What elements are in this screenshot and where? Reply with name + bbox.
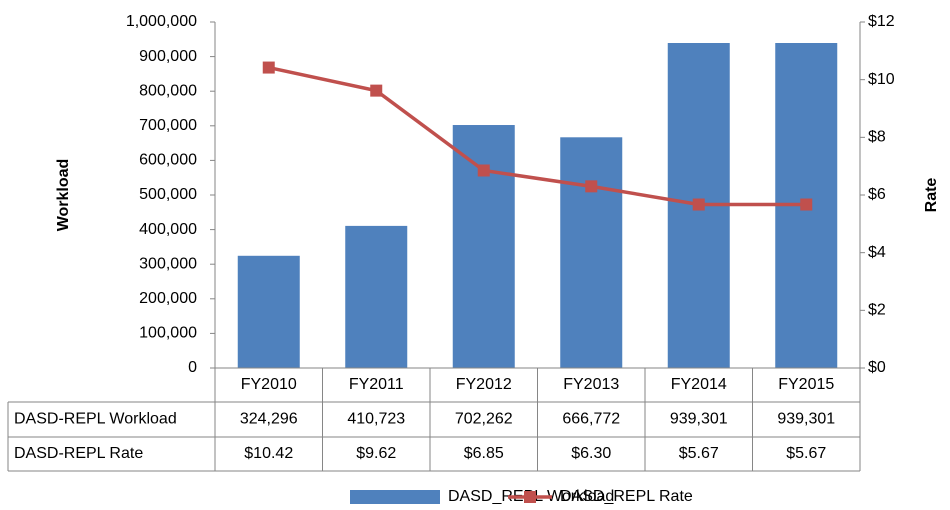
rate-line xyxy=(268,65,807,207)
y-tick-label: 500,000 xyxy=(139,186,197,203)
x-tick-label: FY2014 xyxy=(671,376,727,393)
y2-tick-label: $8 xyxy=(868,129,886,146)
y2-tick-label: $12 xyxy=(868,13,895,30)
y-tick-label: 600,000 xyxy=(139,152,197,169)
table-cell: 666,772 xyxy=(562,411,620,428)
rate-marker xyxy=(692,198,705,211)
y-tick-label: 400,000 xyxy=(139,221,197,238)
y2-tick-label: $4 xyxy=(868,244,886,261)
y-tick-label: 800,000 xyxy=(139,82,197,99)
rate-marker xyxy=(585,180,598,193)
y-tick-label: 0 xyxy=(188,359,197,376)
y2-tick-label: $6 xyxy=(868,186,886,203)
y-tick-label: 900,000 xyxy=(139,48,197,65)
bar xyxy=(237,255,300,368)
legend-swatch xyxy=(524,491,536,503)
x-tick-label: FY2011 xyxy=(349,376,404,393)
table-cell: $9.62 xyxy=(356,445,396,462)
y2-tick-label: $10 xyxy=(868,71,895,88)
x-tick-label: FY2013 xyxy=(563,376,619,393)
table-cell: $6.30 xyxy=(571,445,611,462)
x-tick-label: FY2012 xyxy=(456,376,512,393)
x-tick-label: FY2010 xyxy=(241,376,297,393)
x-tick-label: FY2015 xyxy=(778,376,834,393)
y-tick-label: 300,000 xyxy=(139,255,197,272)
bar xyxy=(452,125,515,368)
y-tick-label: 1,000,000 xyxy=(126,13,197,30)
y-tick-label: 700,000 xyxy=(139,117,197,134)
table-cell: $10.42 xyxy=(244,445,293,462)
y2-tick-label: $0 xyxy=(868,359,886,376)
legend-swatch xyxy=(350,490,440,504)
table-cell: $5.67 xyxy=(786,445,826,462)
table-cell: 702,262 xyxy=(455,411,513,428)
table-cell: $5.67 xyxy=(679,445,719,462)
rate-marker xyxy=(477,164,490,177)
table-row-label: DASD-REPL Workload xyxy=(14,411,177,428)
table-cell: 939,301 xyxy=(777,411,835,428)
table-cell: 324,296 xyxy=(240,411,298,428)
legend-label: DASD_REPL Rate xyxy=(560,488,693,505)
y2-axis-label: Rate xyxy=(923,178,940,213)
rate-marker xyxy=(800,198,813,211)
y2-tick-label: $2 xyxy=(868,302,886,319)
rate-marker xyxy=(262,61,275,74)
table-cell: 410,723 xyxy=(347,411,405,428)
table-cell: $6.85 xyxy=(464,445,504,462)
rate-marker xyxy=(370,84,383,97)
y-axis-label: Workload xyxy=(55,159,72,232)
bar xyxy=(560,137,623,368)
table-cell: 939,301 xyxy=(670,411,728,428)
y-tick-label: 100,000 xyxy=(139,325,197,342)
table-row-label: DASD-REPL Rate xyxy=(14,445,143,462)
y-tick-label: 200,000 xyxy=(139,290,197,307)
bar xyxy=(345,225,408,368)
